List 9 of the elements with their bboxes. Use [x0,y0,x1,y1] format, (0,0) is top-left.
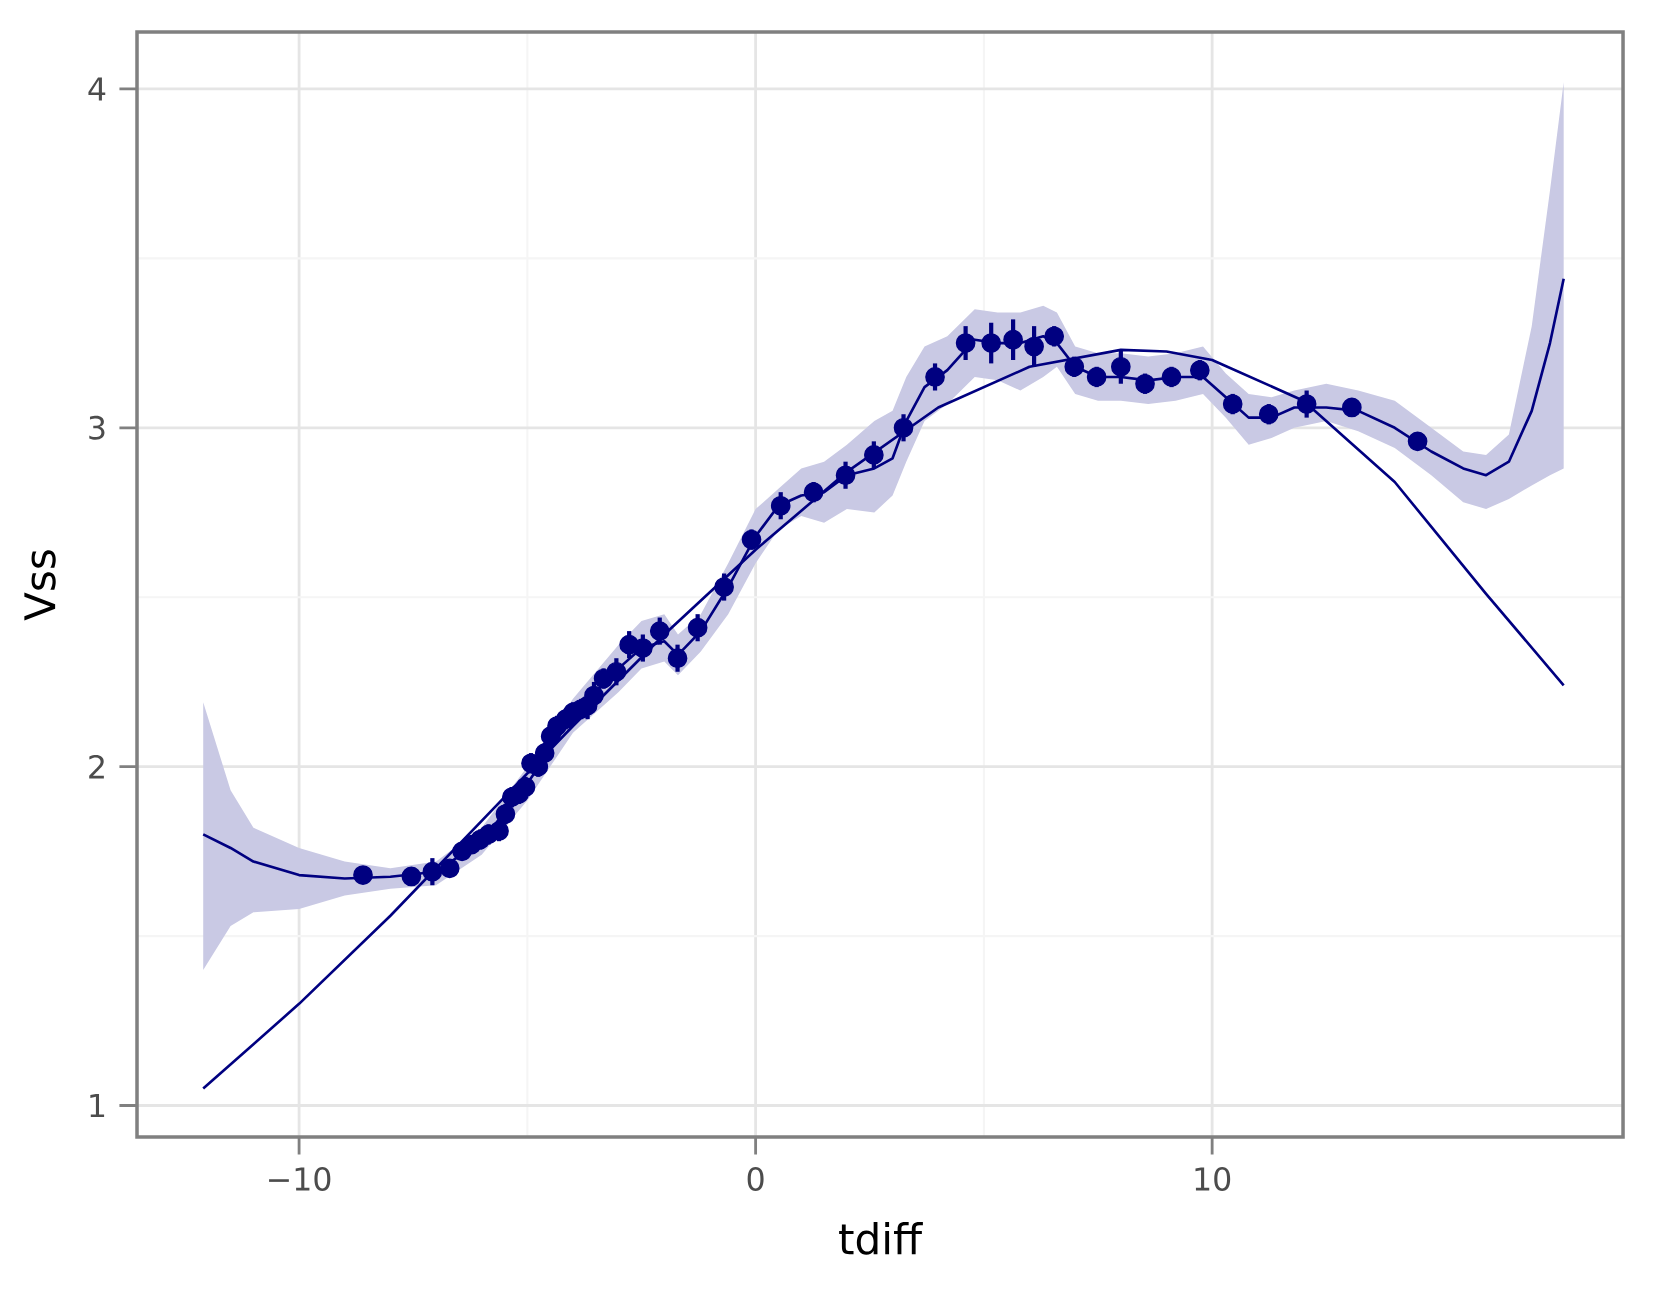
y-tick-label: 4 [88,77,106,101]
x-axis-title: tdiff [839,1222,923,1255]
y-axis-title: Vss [24,550,56,621]
x-tick-label: −10 [269,1167,331,1191]
y-tick-label: 2 [89,754,104,779]
y-tick-label: 1 [90,1093,105,1118]
x-tick-label: 10 [1195,1167,1231,1191]
y-tick-label: 3 [89,415,105,440]
x-tick-label: 0 [747,1167,764,1191]
